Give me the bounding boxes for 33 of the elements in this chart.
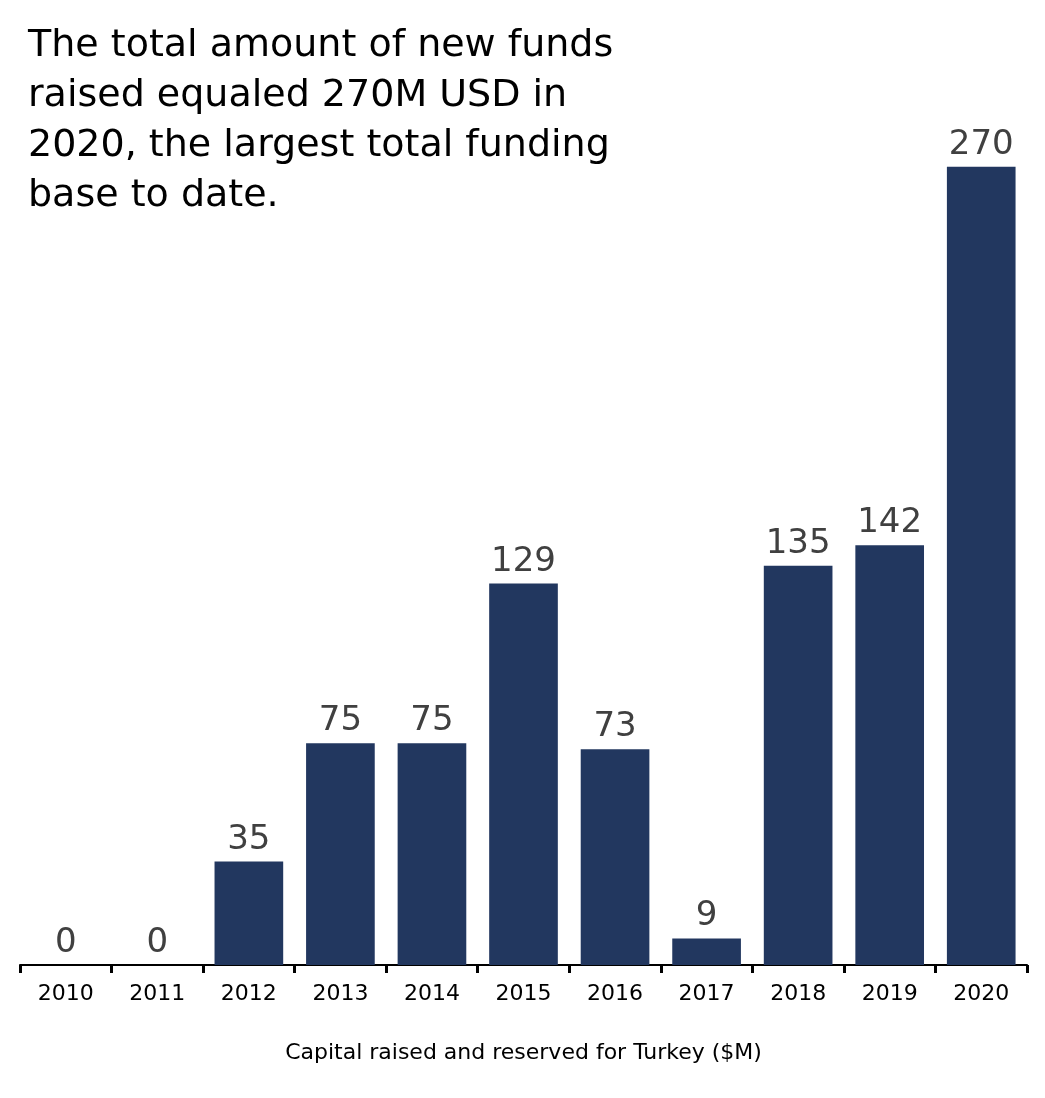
x-tick-label: 2014 bbox=[403, 979, 460, 1005]
bar bbox=[672, 938, 741, 965]
annotation: The total amount of new funds raised equaled 270M USD in 2020, the largest total funding base to date. bbox=[27, 21, 626, 215]
bar bbox=[489, 583, 558, 965]
data-label: 0 bbox=[146, 920, 169, 960]
data-label: 270 bbox=[948, 121, 1014, 162]
data-label: 35 bbox=[227, 816, 271, 857]
x-axis-title: Capital raised and reserved for Turkey ($M) bbox=[285, 1038, 762, 1064]
x-tick-label: 2011 bbox=[129, 979, 186, 1005]
x-tick-label: 2020 bbox=[953, 979, 1010, 1005]
x-tick-label: 2019 bbox=[861, 979, 918, 1005]
data-label: 129 bbox=[491, 538, 556, 579]
x-tick-label: 2016 bbox=[587, 979, 644, 1005]
bar bbox=[580, 749, 650, 965]
bar bbox=[855, 545, 925, 965]
data-label: 73 bbox=[593, 704, 637, 745]
x-tick-label: 2018 bbox=[770, 979, 827, 1005]
data-label: 9 bbox=[695, 893, 718, 934]
data-label: 75 bbox=[410, 698, 454, 739]
x-tick-label: 2017 bbox=[678, 979, 735, 1005]
bar bbox=[763, 565, 833, 965]
bar bbox=[946, 166, 1016, 965]
data-label: 135 bbox=[765, 520, 831, 561]
data-label: 142 bbox=[857, 500, 923, 541]
bar bbox=[214, 861, 284, 965]
data-label: 75 bbox=[318, 698, 363, 739]
data-label: 0 bbox=[54, 920, 77, 960]
bar bbox=[397, 743, 467, 965]
x-tick-label: 2015 bbox=[495, 979, 552, 1005]
x-tick-label: 2013 bbox=[312, 979, 369, 1005]
bar bbox=[306, 743, 375, 965]
x-tick-label: 2010 bbox=[37, 979, 94, 1005]
x-tick-label: 2012 bbox=[220, 979, 277, 1005]
